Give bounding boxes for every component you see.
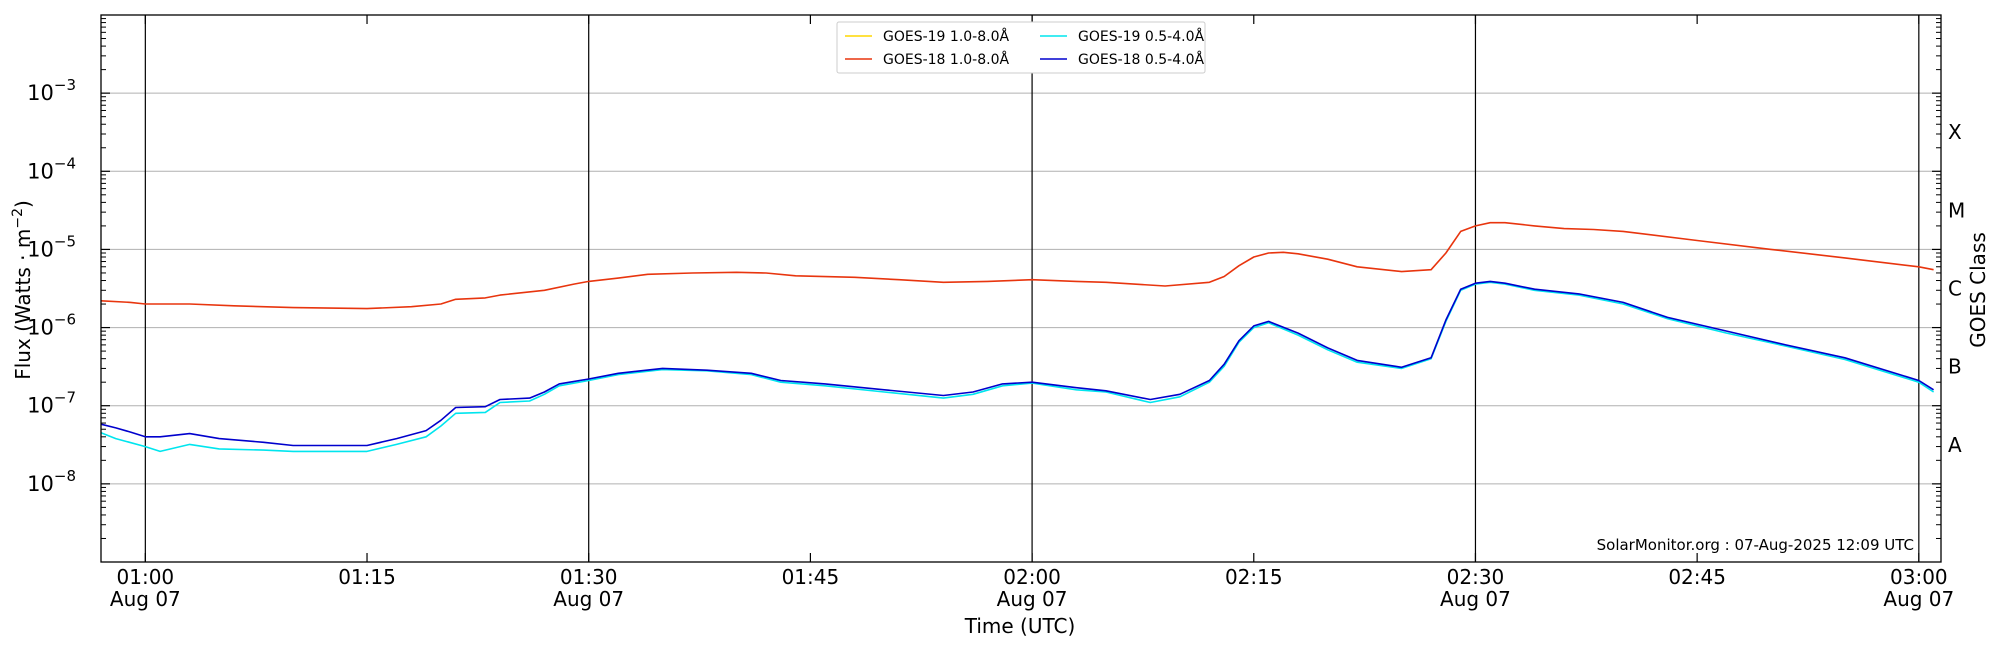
y-tick-label: 10−8 — [27, 467, 76, 496]
y-tick-label-base: 10 — [27, 159, 54, 183]
series-line-goes-18-1-0-8-0- — [100, 221, 1934, 310]
y-axis-title-exponent: −2 — [10, 208, 26, 229]
series-line-goes-18-0-5-4-0- — [100, 280, 1935, 447]
x-tick-label-time: 01:30 — [560, 565, 618, 589]
x-tick-label-time: 03:00 — [1890, 565, 1948, 589]
legend-label: GOES-18 0.5-4.0Å — [1078, 51, 1204, 68]
series-line-goes-19-0-5-4-0- — [100, 281, 1935, 453]
y-tick-label: 10−4 — [27, 154, 76, 183]
y-tick-label-exponent: −5 — [54, 232, 76, 250]
y-tick-label-base: 10 — [27, 394, 54, 418]
grid-lines — [101, 92, 1941, 485]
x-tick-label-time: 01:15 — [338, 565, 396, 589]
x-tick-label-time: 02:00 — [1003, 565, 1061, 589]
legend-label: GOES-19 1.0-8.0Å — [883, 28, 1009, 45]
x-tick-label-date: Aug 07 — [1883, 587, 1954, 611]
series-lines — [100, 221, 1935, 453]
x-tick-label-time: 02:45 — [1668, 565, 1726, 589]
y-axis-title-main: Flux (Watts · m — [11, 229, 35, 380]
y-tick-label: 10−7 — [27, 389, 76, 418]
goes-class-label: C — [1948, 277, 1962, 301]
y-tick-label-exponent: −8 — [54, 467, 76, 485]
plot-area-frame — [100, 14, 1942, 563]
goes-class-label: A — [1948, 433, 1962, 457]
y-axis-title: Flux (Watts · m−2) — [10, 200, 35, 380]
x-tick-label-date: Aug 07 — [553, 587, 624, 611]
y-tick-label: 10−5 — [27, 232, 76, 261]
x-tick-label-time: 02:15 — [1225, 565, 1283, 589]
legend-label: GOES-18 1.0-8.0Å — [883, 51, 1009, 68]
y-tick-label: 10−6 — [27, 311, 76, 340]
legend: GOES-19 1.0-8.0Å GOES-18 1.0-8.0Å GOES-19 … — [836, 21, 1206, 74]
x-tick-label-time: 02:30 — [1447, 565, 1505, 589]
y-tick-label: 10−3 — [27, 76, 76, 105]
x-tick-label-time: 01:45 — [782, 565, 840, 589]
x-tick-label-date: Aug 07 — [1440, 587, 1511, 611]
legend-box — [836, 21, 1206, 74]
y-tick-label-base: 10 — [27, 81, 54, 105]
goes-class-label: M — [1948, 198, 1965, 222]
x-axis-title: Time (UTC) — [964, 614, 1076, 638]
y-tick-label-base: 10 — [27, 237, 54, 261]
goes-class-axis-title: GOES Class — [1966, 232, 1990, 348]
y-tick-label-exponent: −4 — [54, 154, 76, 172]
y-tick-label-base: 10 — [27, 316, 54, 340]
y-axis-title-close: ) — [11, 200, 35, 208]
y-tick-label-exponent: −6 — [54, 311, 76, 329]
axis-ticks — [101, 15, 1941, 562]
x-tick-label-date: Aug 07 — [997, 587, 1068, 611]
goes-class-label: X — [1948, 120, 1962, 144]
x-tick-label-date: Aug 07 — [110, 587, 181, 611]
day-marker-lines — [144, 15, 1920, 562]
goes-class-label: B — [1948, 355, 1962, 379]
y-tick-label-base: 10 — [27, 472, 54, 496]
y-tick-labels: 10−810−710−610−510−410−3 — [27, 76, 76, 496]
x-tick-label-time: 01:00 — [117, 565, 175, 589]
credit-text: SolarMonitor.org : 07-Aug-2025 12:09 UTC — [1597, 536, 1914, 554]
y-tick-label-exponent: −7 — [54, 389, 76, 407]
legend-label: GOES-19 0.5-4.0Å — [1078, 28, 1204, 45]
goes-class-labels: A B C M X — [1948, 120, 1965, 457]
y-tick-label-exponent: −3 — [54, 76, 76, 94]
